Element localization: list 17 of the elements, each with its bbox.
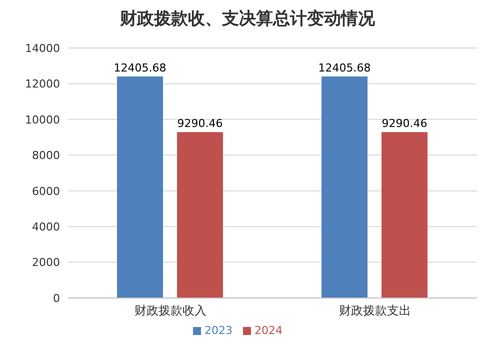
y-tick-label: 0 xyxy=(53,292,60,305)
y-tick-label: 14000 xyxy=(25,42,60,55)
data-label: 12405.68 xyxy=(114,61,166,74)
y-tick-label: 4000 xyxy=(32,220,60,234)
y-tick-label: 2000 xyxy=(32,256,60,270)
y-tick-label: 12000 xyxy=(25,78,60,91)
y-tick-label: 8000 xyxy=(32,149,60,162)
chart-title: 财政拨款收、支决算总计变动情况 xyxy=(118,8,376,31)
y-tick-label: 6000 xyxy=(32,184,60,198)
data-label: 12405.68 xyxy=(318,61,371,74)
legend-label: 2024 xyxy=(254,324,282,337)
x-tick-label: 财政拨款收入 xyxy=(134,304,206,318)
y-tick-label: 10000 xyxy=(25,113,60,126)
data-label: 9290.46 xyxy=(382,117,428,130)
data-label: 9290.46 xyxy=(177,117,223,130)
legend-label: 2023 xyxy=(204,324,232,337)
x-tick-label: 财政拨款支出 xyxy=(338,304,411,318)
